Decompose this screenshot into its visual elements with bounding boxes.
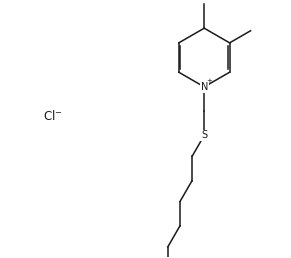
Text: S: S: [201, 130, 207, 140]
Text: N: N: [200, 82, 208, 92]
Text: Cl$^{-}$: Cl$^{-}$: [43, 109, 63, 123]
Text: +: +: [206, 78, 212, 84]
